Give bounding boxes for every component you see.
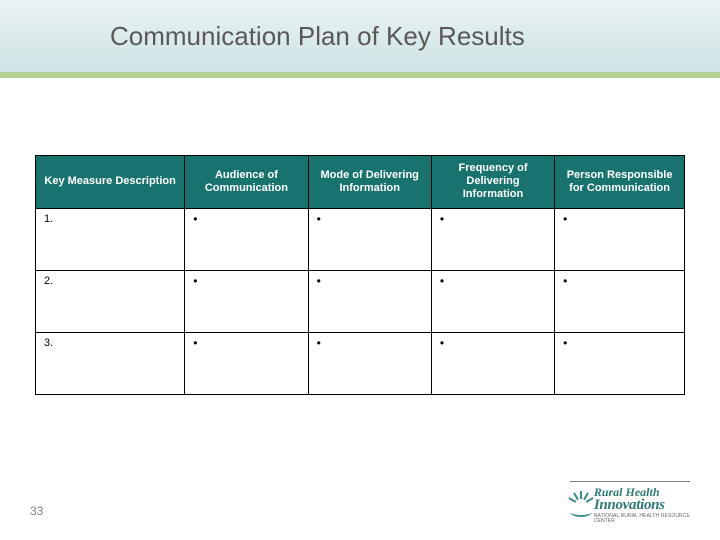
bullet: • <box>440 212 444 226</box>
cell: • <box>308 332 431 394</box>
table-row: 2. • • • • <box>36 270 685 332</box>
cell: • <box>185 208 308 270</box>
bullet: • <box>563 336 567 350</box>
cell: • <box>555 332 685 394</box>
logo-tagline: NATIONAL RURAL HEALTH RESOURCE CENTER <box>594 514 690 524</box>
logo-line2: Innovations <box>594 498 690 513</box>
cell: • <box>431 208 554 270</box>
col-key-measure: Key Measure Description <box>36 156 185 209</box>
sunburst-icon <box>570 491 588 519</box>
row-number: 2. <box>36 270 185 332</box>
bullet: • <box>317 212 321 226</box>
bullet: • <box>440 336 444 350</box>
bullet: • <box>440 274 444 288</box>
cell: • <box>308 270 431 332</box>
logo-text: Rural Health Innovations NATIONAL RURAL … <box>594 486 690 524</box>
page-title: Communication Plan of Key Results <box>110 21 525 52</box>
col-audience: Audience of Communication <box>185 156 308 209</box>
table-row: 1. • • • • <box>36 208 685 270</box>
col-mode: Mode of Delivering Information <box>308 156 431 209</box>
cell: • <box>431 332 554 394</box>
row-number: 1. <box>36 208 185 270</box>
cell: • <box>308 208 431 270</box>
communication-plan-table: Key Measure Description Audience of Comm… <box>35 155 685 395</box>
table-header-row: Key Measure Description Audience of Comm… <box>36 156 685 209</box>
cell: • <box>185 332 308 394</box>
bullet: • <box>193 336 197 350</box>
cell: • <box>431 270 554 332</box>
brand-logo: Rural Health Innovations NATIONAL RURAL … <box>570 484 690 526</box>
page-number: 33 <box>30 504 43 518</box>
cell: • <box>555 208 685 270</box>
footer-rule <box>570 481 690 482</box>
bullet: • <box>317 336 321 350</box>
bullet: • <box>193 274 197 288</box>
bullet: • <box>563 274 567 288</box>
bullet: • <box>317 274 321 288</box>
accent-bar <box>0 72 720 78</box>
bullet: • <box>563 212 567 226</box>
bullet: • <box>193 212 197 226</box>
col-frequency: Frequency of Delivering Information <box>431 156 554 209</box>
cell: • <box>555 270 685 332</box>
title-band: Communication Plan of Key Results <box>0 0 720 72</box>
table-row: 3. • • • • <box>36 332 685 394</box>
cell: • <box>185 270 308 332</box>
row-number: 3. <box>36 332 185 394</box>
col-person-responsible: Person Responsible for Communication <box>555 156 685 209</box>
slide: Communication Plan of Key Results Key Me… <box>0 0 720 540</box>
